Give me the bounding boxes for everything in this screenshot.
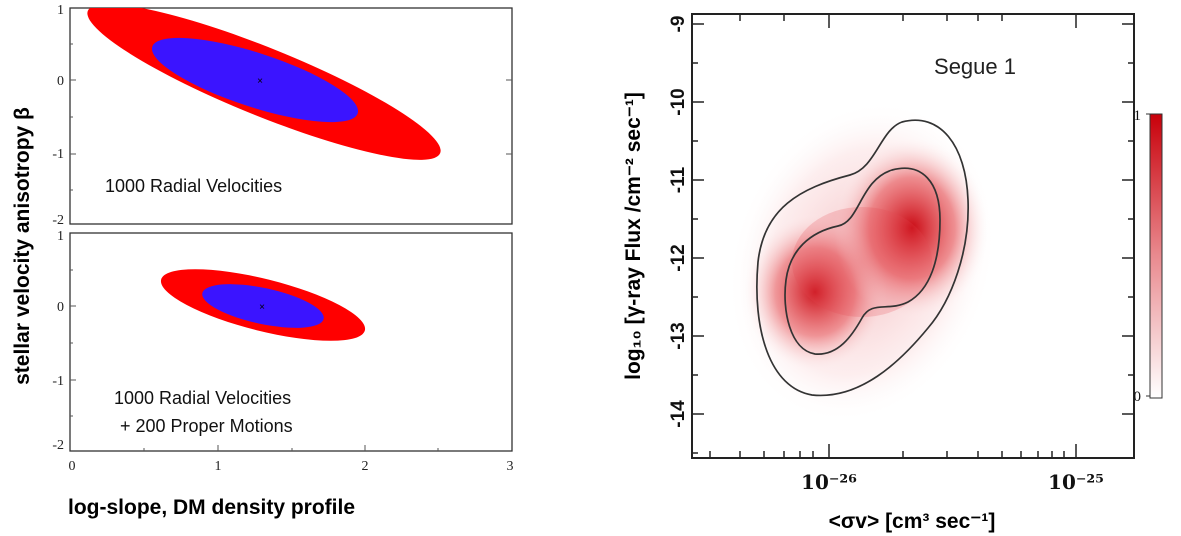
left-y-axis-label: stellar velocity anisotropy β — [11, 107, 34, 385]
bottom-ytick-1: 1 — [57, 229, 64, 244]
bottom-xtick-3: 3 — [507, 459, 514, 474]
panel-top-left: × 1 0 -1 -2 1000 Radial Velocities — [52, 3, 513, 228]
right-ytick-m9: -9 — [668, 16, 689, 33]
top-ytick-0: 0 — [57, 74, 64, 89]
inner-contour — [784, 167, 941, 355]
panel-bottom-left: × 1 0 -1 -2 0 1 2 3 1000 Radial Velociti… — [52, 229, 513, 474]
right-plot-frame — [691, 13, 1135, 459]
bottom-panel-ticks — [70, 269, 439, 451]
bottom-xtick-1: 1 — [215, 459, 222, 474]
bottom-ytick-m2: -2 — [52, 438, 64, 453]
colorbar — [1149, 113, 1163, 399]
best-fit-marker-bottom: × — [259, 302, 265, 313]
left-x-axis-label: log-slope, DM density profile — [68, 496, 355, 519]
colorbar-min-label: 0 — [1134, 389, 1142, 405]
bottom-ytick-m1: -1 — [52, 374, 64, 389]
bottom-annotation-line2: + 200 Proper Motions — [120, 416, 293, 436]
colorbar-max-label: 1 — [1134, 108, 1142, 124]
top-annotation: 1000 Radial Velocities — [105, 176, 282, 196]
right-x-axis-label: <σv> [cm³ sec⁻¹] — [829, 510, 996, 533]
top-panel-ticks — [70, 43, 512, 191]
heatmap — [727, 100, 997, 424]
inner-confidence-region-bottom — [202, 284, 324, 328]
right-ytick-m13: -13 — [668, 322, 689, 349]
inner-confidence-region-top — [151, 37, 359, 123]
right-ytick-m11: -11 — [668, 166, 689, 193]
top-ytick-m2: -2 — [52, 213, 64, 228]
bottom-ytick-0: 0 — [57, 300, 64, 315]
bottom-xtick-0: 0 — [69, 459, 76, 474]
bottom-annotation-line1: 1000 Radial Velocities — [114, 388, 291, 408]
right-xtick-1e-26: 10⁻²⁶ — [801, 470, 857, 494]
panel-bottom-frame — [69, 232, 513, 452]
right-y-ticks — [692, 23, 1134, 454]
right-ytick-m14: -14 — [668, 400, 689, 428]
right-ytick-m10: -10 — [668, 88, 689, 115]
outer-contour — [756, 119, 969, 397]
panel-right: -9 -10 -11 -12 -13 -14 10⁻²⁶ 10⁻²⁵ Segue… — [622, 13, 1163, 533]
heatmap-bridge — [792, 207, 932, 317]
right-xtick-1e-25: 10⁻²⁵ — [1048, 470, 1104, 494]
top-ytick-m1: -1 — [52, 147, 64, 162]
right-x-ticks — [709, 14, 1077, 458]
right-y-axis-label: log₁₀ [γ-ray Flux /cm⁻² sec⁻¹] — [622, 92, 645, 380]
top-ytick-1: 1 — [57, 3, 64, 18]
bottom-xtick-2: 2 — [362, 459, 369, 474]
right-chart-title: Segue 1 — [934, 54, 1016, 79]
right-ytick-m12: -12 — [668, 244, 689, 271]
best-fit-marker-top: × — [257, 76, 263, 87]
